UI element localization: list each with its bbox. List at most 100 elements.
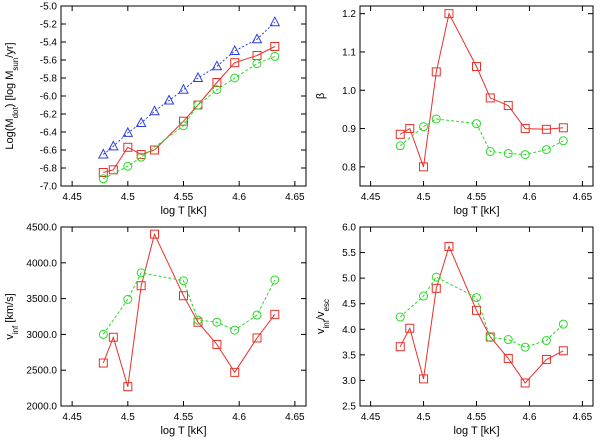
y-tick-label: 0.9 [342, 124, 356, 135]
x-tick-label: 4.5 [417, 192, 431, 203]
data-point-square [395, 129, 405, 139]
plot-frame [60, 226, 307, 407]
series-line-red [399, 12, 564, 168]
data-point-circle [98, 174, 108, 184]
data-point-circle [98, 329, 108, 339]
y-tick-label: 5.5 [342, 248, 356, 259]
data-point-circle [179, 276, 188, 286]
panel-bottom-right: 4.45 4.5 4.55 4.6 4.65 2.5 3.0 3.5 4.0 4.5 5.0 5.5 6… [315, 223, 594, 437]
y-tick-label: 2500.0 [26, 366, 57, 377]
y-tick-label: 1.1 [342, 47, 356, 58]
data-point-square [212, 339, 222, 349]
x-tick-label: 4.65 [573, 412, 593, 423]
data-point-triangle [135, 116, 147, 127]
y-tick-label: -6.8 [40, 164, 58, 175]
series-line-green [399, 118, 564, 156]
data-point-square [405, 323, 415, 333]
x-tick-label: 4.45 [62, 412, 82, 423]
data-point-circle [485, 332, 495, 342]
data-point-square [431, 283, 441, 293]
y-axis-label: β [315, 93, 327, 99]
series-line-red [399, 244, 564, 384]
data-point-circle [520, 150, 530, 160]
y-tick-label: -5.2 [40, 20, 58, 31]
y-tick-label: -6.2 [40, 110, 58, 121]
data-point-circle [558, 136, 568, 146]
data-point-square [395, 342, 405, 352]
y-tick-label: -7.0 [40, 182, 58, 193]
data-point-circle [212, 85, 222, 95]
data-point-square [108, 332, 118, 342]
data-point-triangle [108, 140, 119, 151]
data-point-circle [419, 291, 429, 301]
y-tick-label: -5.4 [40, 38, 58, 49]
y-tick-label: 3.0 [342, 376, 356, 387]
x-tick-label: 4.6 [523, 192, 537, 203]
series-line-red [103, 46, 276, 173]
data-point-square [193, 317, 203, 327]
data-point-circle [136, 268, 146, 278]
x-tick-label: 4.5 [417, 412, 431, 423]
data-point-square [503, 101, 513, 111]
data-point-square [123, 142, 133, 152]
data-point-triangle [192, 71, 204, 82]
x-axis-label: log T [kK] [453, 425, 499, 437]
data-point-square [270, 309, 280, 319]
x-tick-label: 4.45 [62, 192, 82, 203]
x-axis-label: log T [kK] [160, 205, 206, 217]
y-tick-label: -5.6 [40, 56, 58, 67]
data-point-circle [485, 147, 495, 157]
y-tick-label: 3000.0 [26, 330, 57, 341]
y-tick-label: 3500.0 [26, 294, 57, 305]
x-tick-label: 4.5 [121, 192, 135, 203]
data-point-triangle [97, 148, 109, 159]
data-point-circle [270, 51, 280, 61]
y-tick-label: 1.2 [342, 9, 356, 20]
data-point-square [419, 162, 429, 172]
data-point-triangle [269, 16, 281, 27]
data-point-square [179, 291, 188, 301]
x-tick-label: 4.65 [285, 412, 305, 423]
x-tick-label: 4.55 [174, 192, 194, 203]
data-point-circle [252, 310, 262, 320]
data-point-circle [123, 161, 133, 171]
data-point-circle [503, 148, 513, 158]
data-point-square [405, 124, 415, 134]
data-point-square [485, 93, 495, 103]
data-point-triangle [229, 44, 241, 55]
panel-top-left: 4.45 4.5 4.55 4.6 4.65 -7.0 -6.8 -6.6 -6.4 -6.2 -6… [4, 2, 307, 217]
data-point-circle [252, 59, 262, 69]
data-point-square [419, 374, 429, 384]
x-tick-label: 4.65 [573, 192, 593, 203]
data-point-square [558, 346, 568, 356]
x-tick-label: 4.6 [232, 192, 246, 203]
data-point-square [558, 123, 568, 133]
y-tick-label: 1.0 [342, 86, 356, 97]
data-point-square [520, 378, 530, 388]
data-point-square [472, 62, 481, 72]
data-point-square [520, 124, 530, 134]
data-point-circle [212, 317, 222, 327]
x-tick-label: 4.45 [361, 192, 381, 203]
data-point-circle [230, 325, 240, 335]
y-tick-label: 3.5 [342, 350, 356, 361]
data-point-square [541, 354, 551, 364]
plot-frame [359, 226, 594, 407]
data-point-square [431, 67, 441, 77]
data-point-square [444, 241, 454, 251]
data-point-triangle [178, 83, 189, 94]
data-point-circle [431, 114, 441, 124]
data-point-square [230, 367, 240, 377]
data-point-circle [520, 342, 530, 352]
data-point-circle [136, 152, 146, 162]
y-tick-label: 4000.0 [26, 258, 57, 269]
x-tick-label: 4.6 [232, 412, 246, 423]
y-tick-label: 4.0 [342, 325, 356, 336]
data-point-circle [541, 145, 551, 155]
data-point-circle [472, 119, 481, 129]
data-point-circle [503, 335, 513, 345]
series-line-green [102, 272, 276, 335]
data-point-circle [270, 275, 280, 285]
